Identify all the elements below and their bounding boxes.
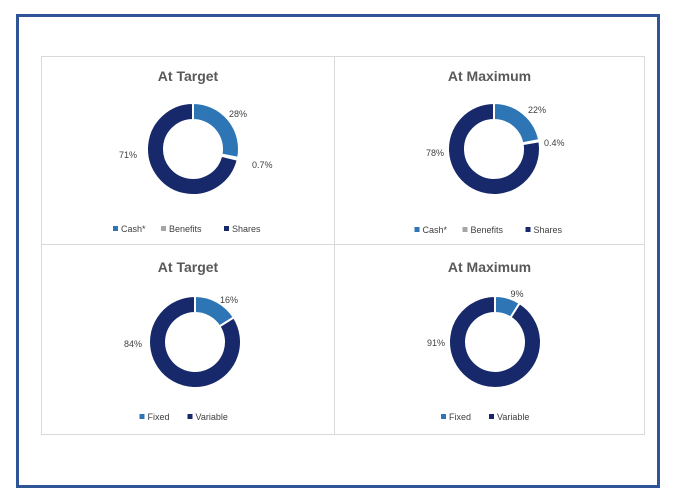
data-label-fixed: 16% bbox=[220, 295, 238, 305]
chart-legend: Cash* Benefits Shares bbox=[113, 224, 261, 234]
legend-label-benefits: Benefits bbox=[169, 224, 202, 234]
legend-label-benefits: Benefits bbox=[471, 225, 504, 235]
data-label-shares: 78% bbox=[426, 148, 444, 158]
chart-legend: Cash* Benefits Shares bbox=[414, 225, 563, 235]
doughnut-chart: At Maximum 22% 0.4% 78% Cash* Benefits Shares bbox=[414, 68, 565, 235]
legend-swatch-shares bbox=[224, 226, 229, 231]
slice-variable bbox=[148, 294, 242, 389]
data-label-shares: 71% bbox=[119, 150, 137, 160]
data-label-fixed: 9% bbox=[510, 289, 523, 299]
data-label-cash: 22% bbox=[528, 105, 546, 115]
data-label-benefits: 0.7% bbox=[252, 160, 273, 170]
chart-legend: Fixed Variable bbox=[441, 412, 529, 422]
chart-panel-maximum-pay-mix: At Maximum 22% 0.4% 78% Cash* Benefits Shares bbox=[334, 56, 645, 245]
chart-title: At Maximum bbox=[448, 68, 531, 84]
legend-label-shares: Shares bbox=[534, 225, 563, 235]
chart-panel-maximum-fixed-variable: At Maximum 9% 91% Fixed Variable bbox=[334, 244, 645, 435]
chart-title: At Target bbox=[158, 259, 219, 275]
legend-label-cash: Cash* bbox=[121, 224, 146, 234]
legend-swatch-benefits bbox=[462, 227, 468, 232]
page-frame bbox=[16, 14, 660, 488]
chart-title: At Target bbox=[158, 68, 219, 84]
chart-panel-target-pay-mix: At Target 28% 0.7% 71% Cash* Benefits Shares bbox=[41, 56, 335, 245]
chart-legend: Fixed Variable bbox=[139, 412, 228, 422]
legend-label-variable: Variable bbox=[497, 412, 529, 422]
legend-swatch-benefits bbox=[161, 226, 166, 231]
legend-swatch-cash bbox=[113, 226, 118, 231]
data-label-variable: 84% bbox=[124, 339, 142, 349]
legend-label-variable: Variable bbox=[196, 412, 228, 422]
doughnut-chart: At Target 28% 0.7% 71% Cash* Benefits Shares bbox=[113, 68, 273, 234]
slice-variable bbox=[448, 294, 542, 389]
slice-shares bbox=[146, 101, 239, 196]
legend-label-shares: Shares bbox=[232, 224, 261, 234]
slice-shares bbox=[447, 101, 541, 196]
legend-label-cash: Cash* bbox=[423, 225, 448, 235]
legend-swatch-fixed bbox=[139, 414, 145, 419]
legend-swatch-fixed bbox=[441, 414, 446, 419]
legend-label-fixed: Fixed bbox=[148, 412, 170, 422]
legend-swatch-variable bbox=[187, 414, 193, 419]
legend-swatch-cash bbox=[414, 227, 420, 232]
chart-panel-target-fixed-variable: At Target 16% 84% Fixed Variable bbox=[41, 244, 335, 435]
chart-title: At Maximum bbox=[448, 259, 531, 275]
doughnut-chart: At Maximum 9% 91% Fixed Variable bbox=[427, 259, 542, 422]
data-label-variable: 91% bbox=[427, 338, 445, 348]
legend-label-fixed: Fixed bbox=[449, 412, 471, 422]
data-label-benefits: 0.4% bbox=[544, 138, 565, 148]
legend-swatch-shares bbox=[525, 227, 531, 232]
doughnut-chart: At Target 16% 84% Fixed Variable bbox=[124, 259, 242, 422]
data-label-cash: 28% bbox=[229, 109, 247, 119]
legend-swatch-variable bbox=[489, 414, 494, 419]
